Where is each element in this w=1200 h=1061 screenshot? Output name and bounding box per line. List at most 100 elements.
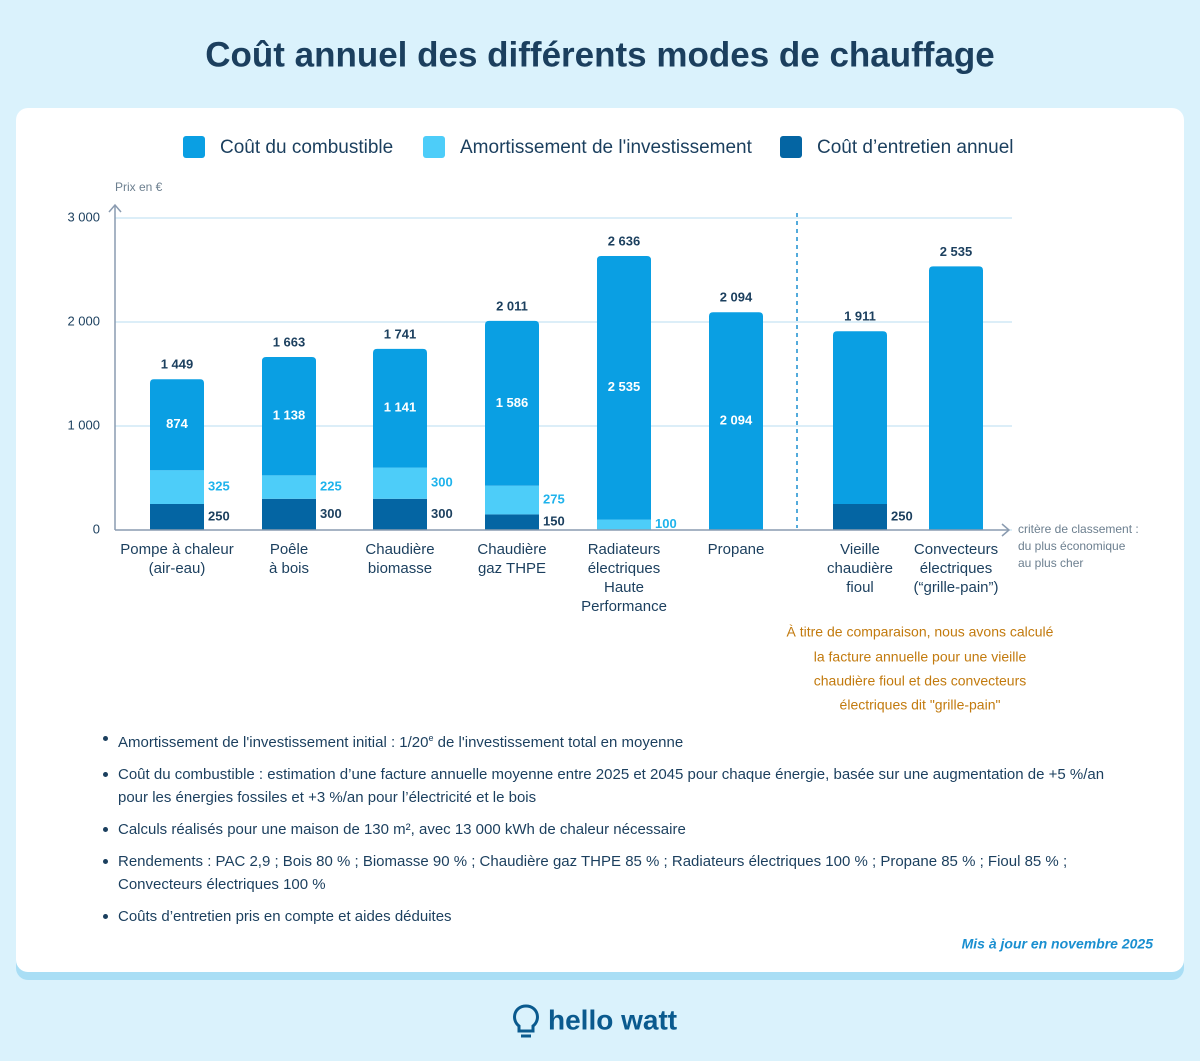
- y-tick-label: 0: [93, 521, 100, 536]
- total-label: 1 911: [844, 309, 876, 324]
- value-label: 300: [431, 506, 453, 521]
- bar-segment: [597, 255, 651, 520]
- value-label: 100: [655, 516, 677, 531]
- bar-segment: [485, 485, 539, 515]
- y-axis-arrow: [108, 203, 122, 213]
- bar-segment: [833, 331, 887, 504]
- bar-segment: [150, 379, 204, 471]
- legend-swatch: [183, 136, 205, 158]
- x-tick-label: Vieille: [840, 541, 880, 558]
- note: Rendements : PAC 2,9 ; Bois 80 % ; Bioma…: [100, 850, 1110, 896]
- note-text: Amortissement de l'investissement initia…: [118, 734, 429, 751]
- x-tick-label: (air-eau): [149, 560, 206, 577]
- bar-segment: [709, 312, 763, 530]
- note-text: Rendements : PAC 2,9 ; Bois 80 % ; Bioma…: [118, 853, 1068, 893]
- x-axis-label: du plus économique: [1018, 539, 1126, 553]
- bar-segment: [485, 320, 539, 486]
- note: Coûts d’entretien pris en compte et aide…: [100, 905, 1110, 928]
- value-label: 874: [166, 416, 188, 431]
- annotation: la facture annuelle pour une vieille: [814, 649, 1027, 665]
- x-tick-label: Haute: [604, 579, 644, 596]
- legend-swatch: [780, 136, 802, 158]
- x-tick-label: Chaudière: [477, 541, 546, 558]
- total-label: 1 449: [161, 357, 194, 372]
- x-tick-label: Radiateurs: [588, 541, 661, 558]
- x-tick-label: Propane: [708, 541, 765, 558]
- value-label: 1 141: [384, 400, 417, 415]
- x-tick-label: biomasse: [368, 560, 432, 577]
- bar-segment: [150, 470, 204, 504]
- note: Calculs réalisés pour une maison de 130 …: [100, 818, 1110, 841]
- total-label: 2 535: [940, 244, 973, 259]
- note-text: Coûts d’entretien pris en compte et aide…: [118, 908, 452, 925]
- x-tick-label: chaudière: [827, 560, 893, 577]
- brand: hello watt: [548, 1004, 677, 1035]
- x-axis-label: au plus cher: [1018, 556, 1083, 570]
- value-label: 150: [543, 514, 565, 529]
- value-label: 300: [431, 475, 453, 490]
- bar-segment: [150, 504, 204, 530]
- note-text: de l'investissement total en moyenne: [433, 734, 684, 751]
- x-tick-label: électriques: [588, 560, 661, 577]
- bar-segment: [373, 498, 427, 530]
- legend-label: Coût d’entretien annuel: [817, 137, 1013, 158]
- value-label: 1 138: [273, 408, 306, 423]
- y-tick-label: 2 000: [67, 313, 100, 328]
- value-label: 325: [208, 479, 230, 494]
- bar-segment: [262, 475, 316, 499]
- bar-segment: [597, 519, 651, 530]
- note-text: Calculs réalisés pour une maison de 130 …: [118, 821, 686, 838]
- bar-segment: [373, 467, 427, 499]
- total-label: 2 636: [608, 233, 641, 248]
- value-label: 275: [543, 492, 565, 507]
- bar-segment: [262, 357, 316, 476]
- x-axis-label: critère de classement :: [1018, 522, 1139, 536]
- notes: Amortissement de l'investissement initia…: [100, 727, 1110, 937]
- total-label: 2 094: [720, 290, 753, 305]
- total-label: 2 011: [496, 298, 528, 313]
- x-tick-label: Pompe à chaleur: [120, 541, 233, 558]
- bar-segment: [262, 498, 316, 530]
- x-tick-label: à bois: [269, 560, 309, 577]
- legend-label: Amortissement de l'investissement: [460, 137, 753, 158]
- value-label: 300: [320, 506, 342, 521]
- legend-label: Coût du combustible: [220, 137, 393, 158]
- note: Coût du combustible : estimation d’une f…: [100, 763, 1110, 809]
- x-tick-label: Convecteurs: [914, 541, 998, 558]
- total-label: 1 741: [384, 326, 417, 341]
- value-label: 2 535: [608, 379, 641, 394]
- bar-segment: [373, 348, 427, 468]
- bar-segment: [485, 514, 539, 530]
- total-label: 1 663: [273, 334, 306, 349]
- note-text: Coût du combustible : estimation d’une f…: [118, 766, 1105, 806]
- annotation: À titre de comparaison, nous avons calcu…: [787, 624, 1054, 640]
- x-tick-label: gaz THPE: [478, 560, 546, 577]
- x-tick-label: Poêle: [270, 541, 308, 558]
- chart-title: Coût annuel des différents modes de chau…: [205, 35, 995, 74]
- note: Amortissement de l'investissement initia…: [100, 727, 1110, 754]
- y-tick-label: 1 000: [67, 417, 100, 432]
- x-tick-label: électriques: [920, 560, 993, 577]
- bar-segment: [929, 266, 983, 530]
- value-label: 1 586: [496, 395, 529, 410]
- x-tick-label: fioul: [846, 579, 874, 596]
- x-tick-label: Performance: [581, 598, 667, 615]
- x-axis-arrow: [1001, 523, 1011, 537]
- note-superscript: e: [428, 733, 434, 743]
- x-tick-label: (“grille-pain”): [913, 579, 998, 596]
- y-axis-label: Prix en €: [115, 180, 163, 194]
- value-label: 250: [208, 508, 230, 523]
- value-label: 2 094: [720, 413, 753, 428]
- legend-swatch: [423, 136, 445, 158]
- updated-note: Mis à jour en novembre 2025: [962, 936, 1154, 952]
- annotation: électriques dit "grille-pain": [840, 697, 1001, 713]
- card: [16, 108, 1184, 972]
- annotation: chaudière fioul et des convecteurs: [814, 673, 1026, 689]
- x-tick-label: Chaudière: [365, 541, 434, 558]
- bar-segment: [833, 504, 887, 530]
- brand-icon: [513, 1004, 539, 1038]
- value-label: 250: [891, 508, 913, 523]
- y-tick-label: 3 000: [67, 209, 100, 224]
